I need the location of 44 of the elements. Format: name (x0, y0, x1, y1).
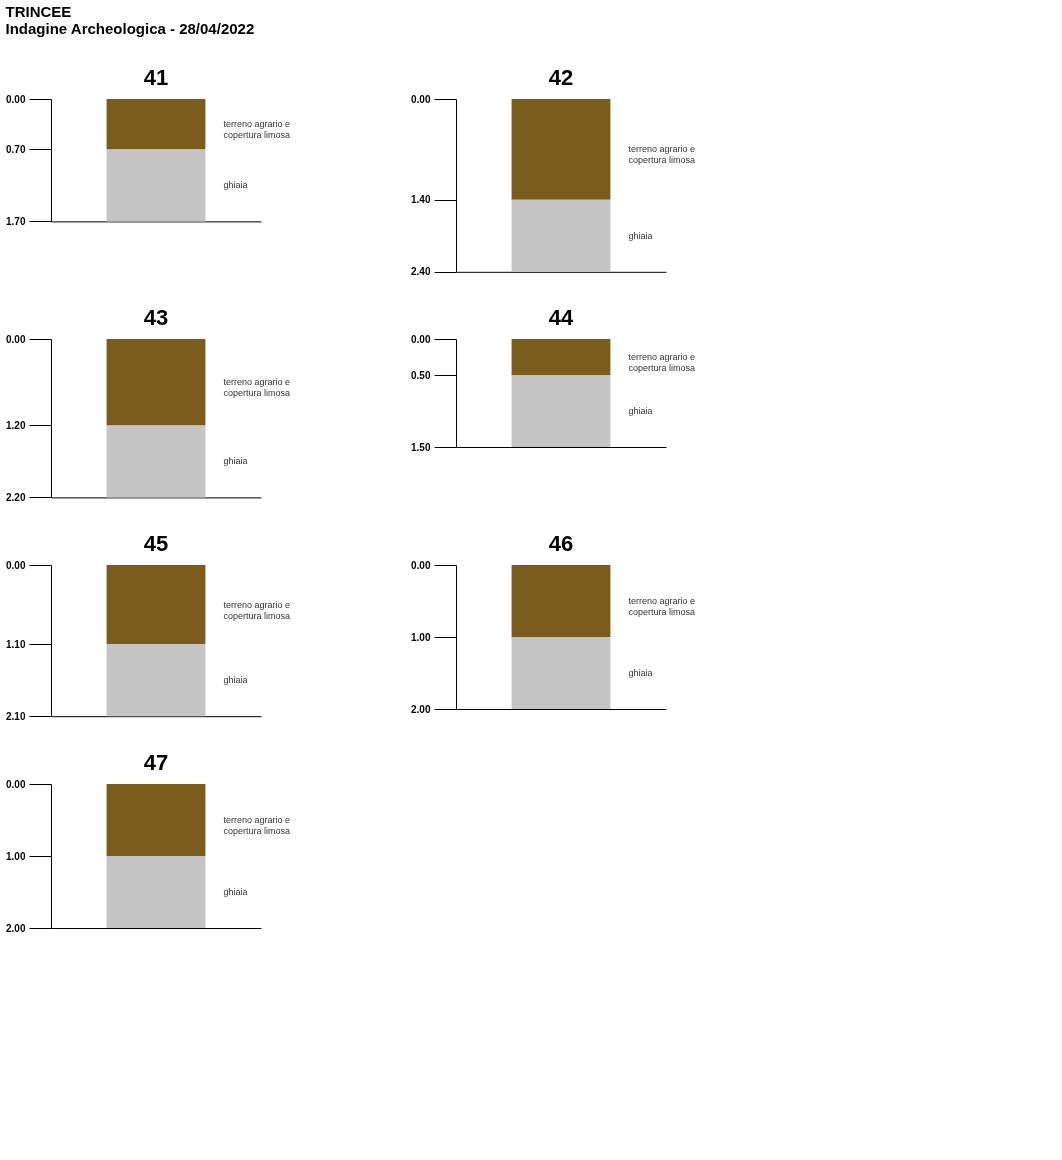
y-tick-label: 0.70 (6, 143, 26, 155)
y-tick-label: 1.40 (411, 194, 431, 206)
chart-title: 44 (548, 305, 574, 330)
series-label: terreno agrario e copertura limosa (628, 596, 695, 617)
chart-title: 46 (548, 531, 574, 556)
series-label: ghiaia (223, 887, 248, 897)
y-tick-label: 0.00 (6, 559, 26, 571)
y-tick-label: 2.00 (6, 922, 26, 934)
chart-title: 45 (143, 531, 169, 556)
y-tick-label: 1.70 (6, 215, 26, 227)
series-label: ghiaia (223, 675, 248, 686)
y-tick-label: 1.00 (411, 631, 431, 643)
series-label: terreno agrario e copertura limosa (223, 377, 290, 399)
text: Indagine Archeologica - 28/04/2022 (5, 20, 255, 37)
y-tick-label: 2.40 (411, 266, 431, 278)
y-tick-label: 1.00 (6, 850, 26, 862)
series-label: ghiaia (628, 230, 653, 241)
series-label: ghiaia (223, 180, 248, 191)
y-tick-label: 0.00 (411, 93, 431, 105)
series-label: terreno agrario e copertura limosa (628, 144, 695, 166)
y-tick-label: 2.10 (6, 710, 26, 722)
series-label: terreno agrario e copertura limosa (223, 815, 290, 836)
series-label: ghiaia (223, 456, 248, 467)
y-tick-label: 1.20 (6, 419, 26, 431)
y-tick-label: 0.00 (6, 333, 26, 345)
series-label: terreno agrario e copertura limosa (628, 352, 695, 373)
y-tick-label: 2.00 (411, 703, 431, 715)
y-tick-label: 0.00 (411, 333, 431, 345)
y-tick-label: 2.20 (6, 491, 26, 503)
y-tick-label: 0.00 (411, 559, 431, 571)
chart-title: 42 (548, 65, 574, 90)
series-label: terreno agrario e copertura limosa (223, 599, 290, 621)
series-label: ghiaia (628, 406, 653, 416)
series-label: terreno agrario e copertura limosa (223, 119, 290, 141)
chart-title: 41 (143, 65, 169, 90)
chart-title: 47 (143, 750, 169, 775)
y-tick-label: 0.50 (411, 369, 431, 381)
y-tick-label: 1.10 (6, 638, 26, 650)
y-tick-label: 1.50 (411, 441, 431, 453)
y-tick-label: 0.00 (6, 93, 26, 105)
text: TRINCEE (5, 3, 72, 20)
series-label: ghiaia (628, 668, 653, 678)
chart-title: 43 (143, 305, 169, 330)
y-tick-label: 0.00 (6, 778, 26, 790)
